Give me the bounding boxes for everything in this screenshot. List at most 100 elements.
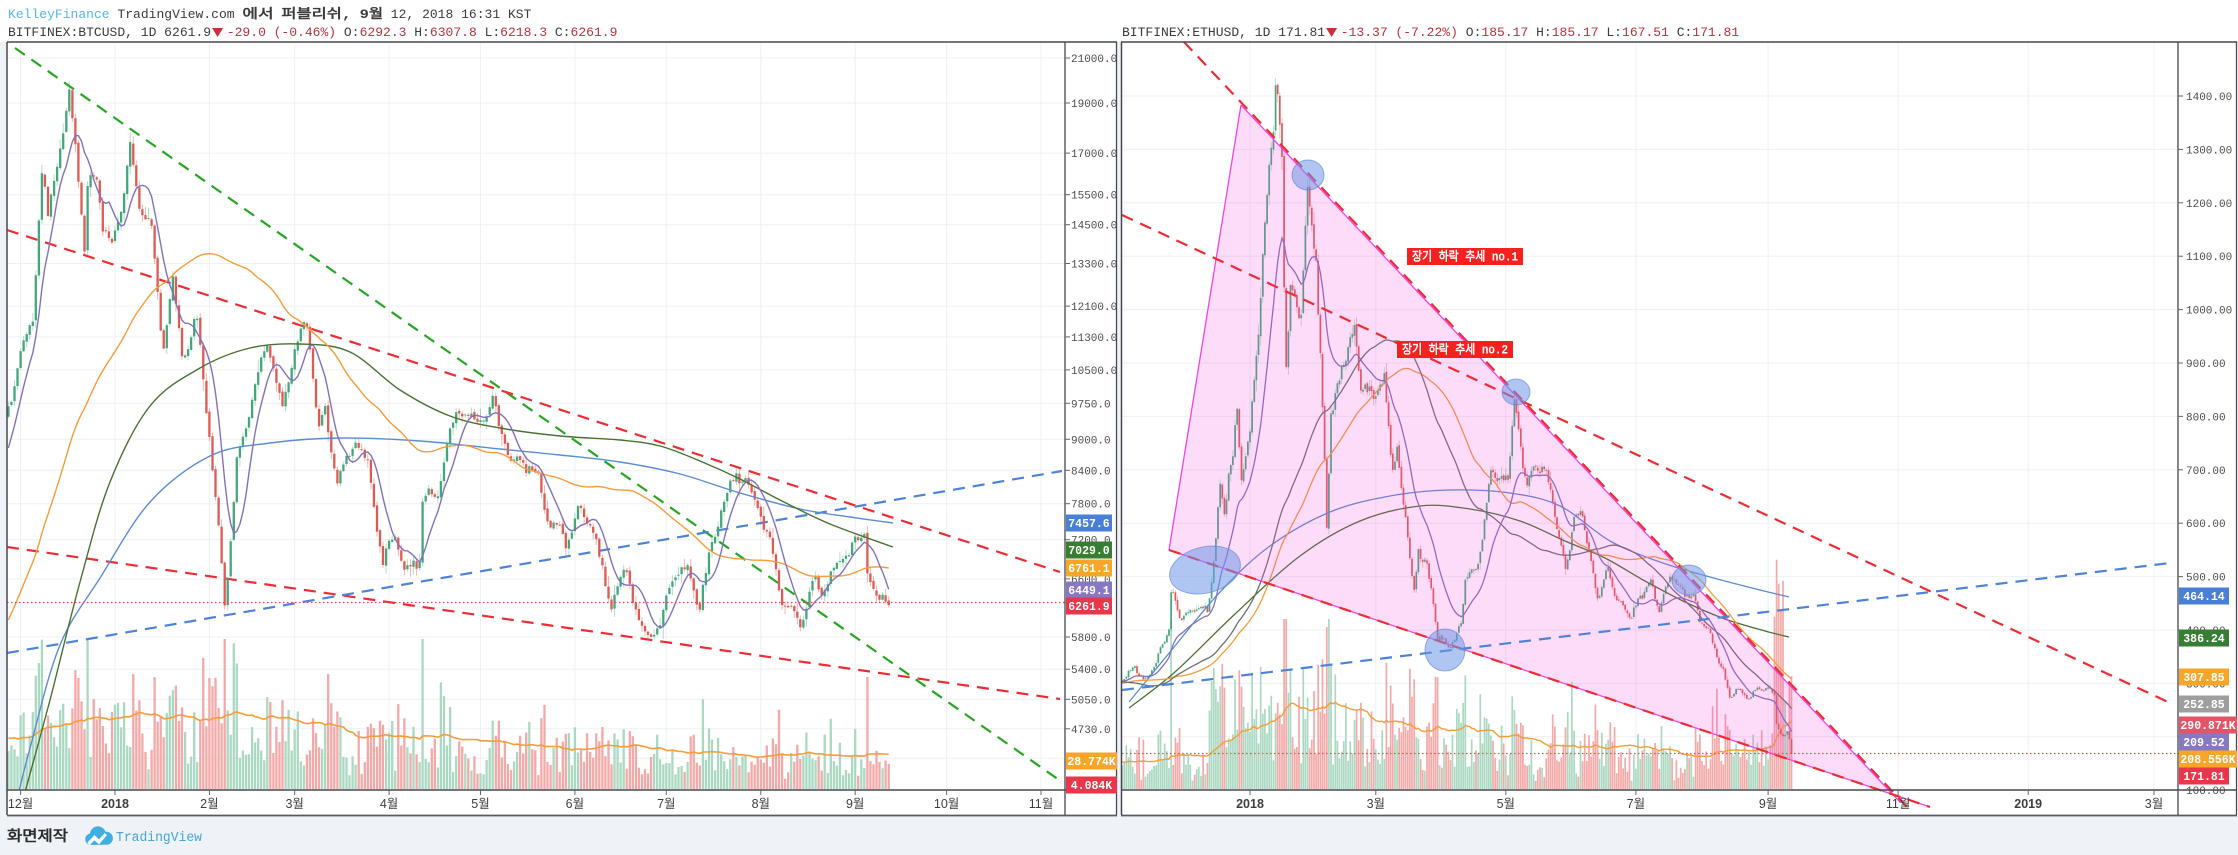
- svg-text:6218.3: 6218.3: [500, 25, 547, 40]
- svg-text:4.084K: 4.084K: [1071, 780, 1113, 793]
- svg-text:290.871K: 290.871K: [2180, 720, 2235, 733]
- svg-text:185.17: 185.17: [1481, 25, 1528, 40]
- svg-text:1200.00: 1200.00: [2186, 199, 2232, 211]
- svg-text:12,: 12,: [391, 7, 414, 22]
- svg-text:H:: H:: [414, 25, 430, 40]
- svg-text:에서: 에서: [242, 6, 273, 22]
- svg-text:16:31: 16:31: [461, 7, 500, 22]
- svg-text:600.00: 600.00: [2186, 519, 2226, 531]
- svg-text:2018: 2018: [101, 797, 129, 811]
- svg-text:2018: 2018: [422, 7, 453, 22]
- svg-text:장기 하락 추세 no.2: 장기 하락 추세 no.2: [1402, 342, 1508, 358]
- svg-text:4월: 4월: [380, 797, 398, 811]
- svg-text:10500.0: 10500.0: [1071, 366, 1117, 378]
- svg-text:C:: C:: [1677, 25, 1693, 40]
- svg-text:500.00: 500.00: [2186, 573, 2226, 585]
- svg-text:1D: 1D: [1255, 25, 1271, 40]
- svg-text:6292.3: 6292.3: [360, 25, 407, 40]
- svg-text:700.00: 700.00: [2186, 466, 2226, 478]
- svg-text:12100.0: 12100.0: [1071, 302, 1117, 314]
- svg-text:171.81: 171.81: [2183, 771, 2225, 784]
- svg-text:2018: 2018: [1236, 797, 1264, 811]
- svg-text:5월: 5월: [1497, 797, 1515, 811]
- svg-text:8400.0: 8400.0: [1071, 466, 1111, 478]
- svg-text:6월: 6월: [566, 797, 584, 811]
- svg-text:6261.9: 6261.9: [1068, 601, 1110, 614]
- svg-text:(-0.46%): (-0.46%): [274, 25, 337, 40]
- svg-text:3월: 3월: [1367, 797, 1385, 811]
- svg-text:14500.0: 14500.0: [1071, 221, 1117, 233]
- svg-text:7800.0: 7800.0: [1071, 500, 1111, 512]
- svg-text:4730.0: 4730.0: [1071, 725, 1111, 737]
- svg-text:BITFINEX:ETHUSD,: BITFINEX:ETHUSD,: [1122, 25, 1247, 40]
- svg-text:KST: KST: [508, 7, 532, 22]
- svg-text:6261.9: 6261.9: [164, 25, 211, 40]
- svg-text:15500.0: 15500.0: [1071, 191, 1117, 203]
- svg-text:BITFINEX:BTCUSD,: BITFINEX:BTCUSD,: [8, 25, 133, 40]
- svg-text:6761.1: 6761.1: [1068, 563, 1110, 576]
- svg-text:퍼블리쉬,: 퍼블리쉬,: [281, 6, 351, 22]
- svg-text:1300.00: 1300.00: [2186, 145, 2232, 157]
- svg-text:장기 하락 추세 no.1: 장기 하락 추세 no.1: [1412, 249, 1518, 265]
- svg-text:5400.0: 5400.0: [1071, 665, 1111, 677]
- svg-text:208.556K: 208.556K: [2180, 754, 2235, 767]
- svg-text:3월: 3월: [285, 797, 303, 811]
- svg-text:O:: O:: [1466, 25, 1482, 40]
- svg-text:5월: 5월: [471, 797, 489, 811]
- svg-text:17000.0: 17000.0: [1071, 149, 1117, 161]
- svg-text:1400.00: 1400.00: [2186, 92, 2232, 104]
- svg-text:7457.6: 7457.6: [1068, 518, 1110, 531]
- svg-text:252.85: 252.85: [2183, 699, 2225, 712]
- svg-text:21000.0: 21000.0: [1071, 54, 1117, 66]
- svg-text:6261.9: 6261.9: [571, 25, 618, 40]
- svg-text:화면제작: 화면제작: [7, 827, 69, 845]
- svg-text:11300.0: 11300.0: [1071, 333, 1117, 345]
- svg-text:9월: 9월: [846, 797, 864, 811]
- svg-text:7월: 7월: [657, 797, 675, 811]
- svg-text:11월: 11월: [1029, 797, 1053, 811]
- svg-text:464.14: 464.14: [2183, 591, 2225, 604]
- svg-text:-29.0: -29.0: [227, 25, 266, 40]
- svg-text:(-7.22%): (-7.22%): [1395, 25, 1458, 40]
- svg-text:5800.0: 5800.0: [1071, 633, 1111, 645]
- svg-text:10월: 10월: [934, 797, 959, 811]
- svg-text:2월: 2월: [200, 797, 218, 811]
- svg-text:6307.8: 6307.8: [430, 25, 477, 40]
- svg-text:8월: 8월: [752, 797, 770, 811]
- svg-text:19000.0: 19000.0: [1071, 99, 1117, 111]
- svg-text:185.17: 185.17: [1552, 25, 1599, 40]
- svg-text:2019: 2019: [2014, 797, 2042, 811]
- svg-text:H:: H:: [1536, 25, 1552, 40]
- svg-text:307.85: 307.85: [2183, 672, 2225, 685]
- svg-text:TradingView.com: TradingView.com: [117, 7, 234, 22]
- svg-text:9750.0: 9750.0: [1071, 399, 1111, 411]
- svg-text:7029.0: 7029.0: [1068, 545, 1110, 558]
- svg-text:9월: 9월: [1759, 797, 1777, 811]
- svg-text:O:: O:: [344, 25, 360, 40]
- svg-text:28.774K: 28.774K: [1067, 756, 1115, 769]
- svg-text:TradingView: TradingView: [116, 831, 202, 846]
- svg-text:1100.00: 1100.00: [2186, 252, 2232, 264]
- svg-text:L:: L:: [485, 25, 501, 40]
- svg-text:100.00: 100.00: [2186, 786, 2226, 798]
- svg-text:-13.37: -13.37: [1341, 25, 1388, 40]
- svg-text:KelleyFinance: KelleyFinance: [8, 7, 110, 22]
- svg-text:800.00: 800.00: [2186, 412, 2226, 424]
- svg-text:171.81: 171.81: [1692, 25, 1739, 40]
- svg-text:900.00: 900.00: [2186, 359, 2226, 371]
- svg-text:5050.0: 5050.0: [1071, 695, 1111, 707]
- svg-text:171.81: 171.81: [1278, 25, 1325, 40]
- svg-text:9000.0: 9000.0: [1071, 435, 1111, 447]
- svg-text:1D: 1D: [141, 25, 157, 40]
- svg-text:167.51: 167.51: [1622, 25, 1669, 40]
- svg-text:11월: 11월: [1886, 797, 1910, 811]
- svg-text:C:: C:: [555, 25, 571, 40]
- svg-text:209.52: 209.52: [2183, 737, 2225, 750]
- svg-text:3월: 3월: [2145, 797, 2163, 811]
- svg-text:12월: 12월: [8, 797, 33, 811]
- svg-text:386.24: 386.24: [2183, 633, 2225, 646]
- svg-text:L:: L:: [1606, 25, 1622, 40]
- svg-text:9월: 9월: [360, 6, 383, 22]
- svg-text:6449.1: 6449.1: [1068, 585, 1110, 598]
- svg-text:13300.0: 13300.0: [1071, 260, 1117, 272]
